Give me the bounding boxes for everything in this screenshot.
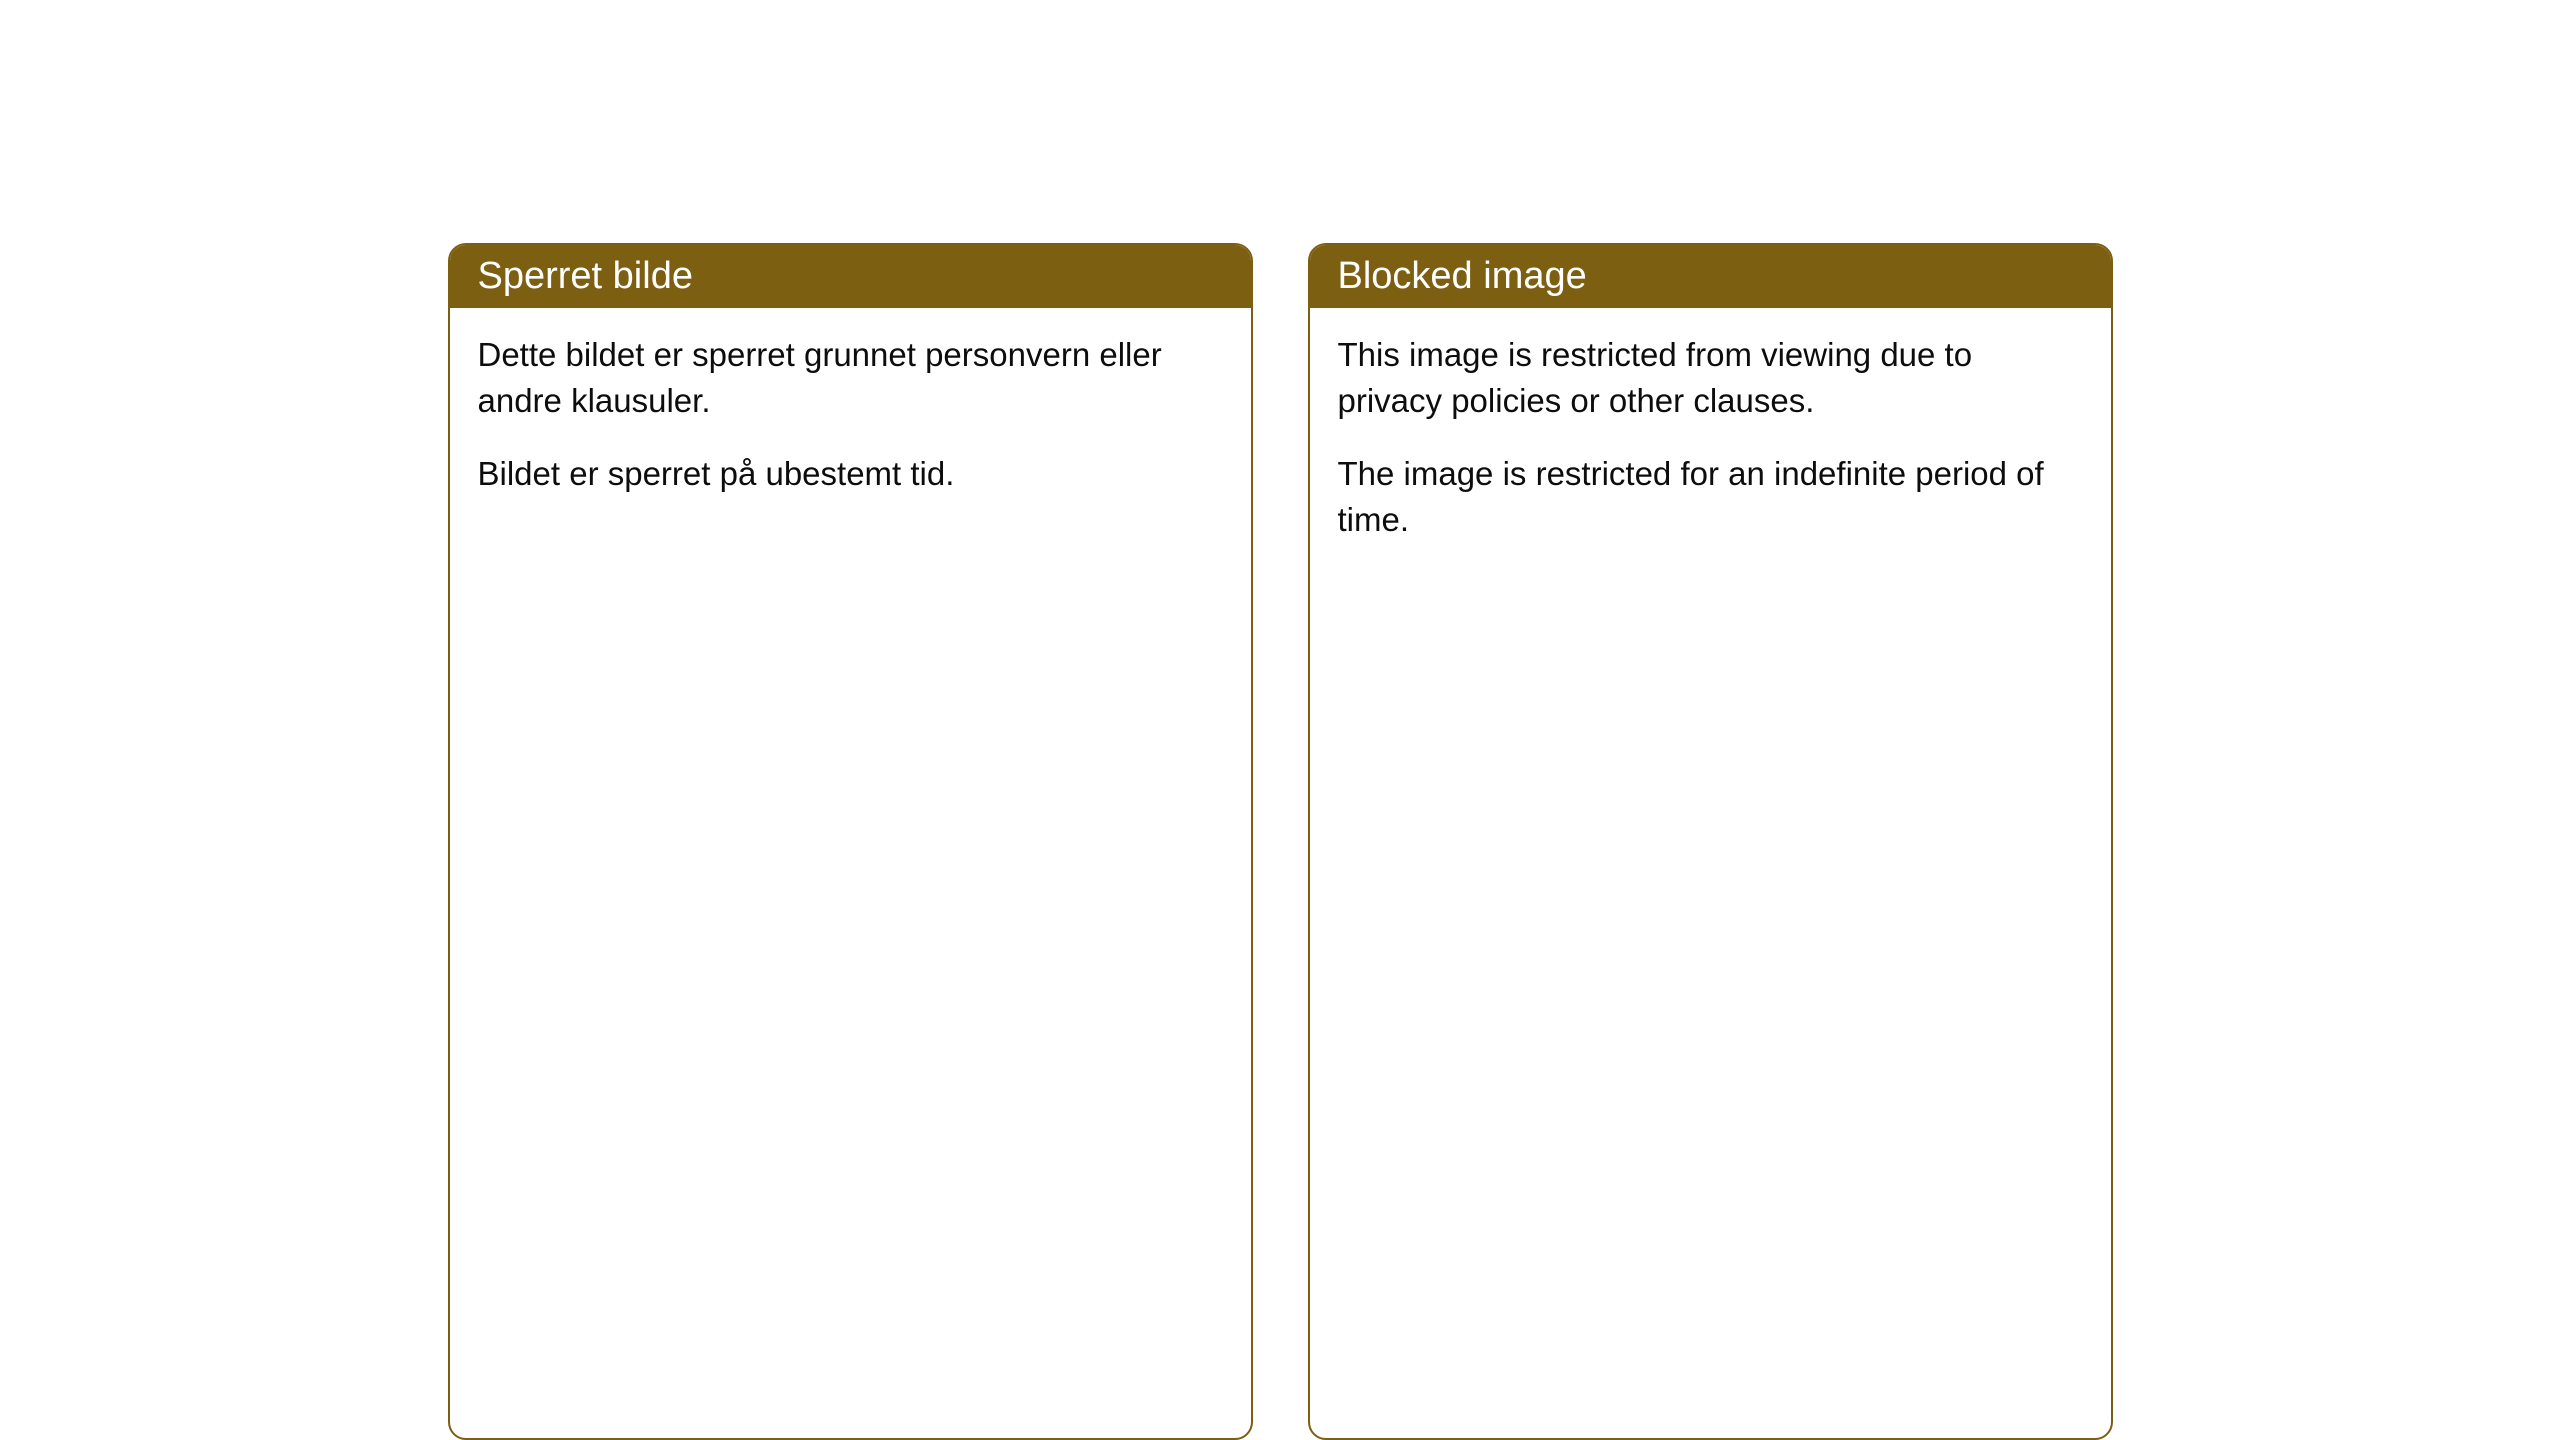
- notice-card-norwegian: Sperret bilde Dette bildet er sperret gr…: [448, 243, 1253, 1440]
- notice-title-english: Blocked image: [1310, 245, 2111, 308]
- notice-paragraph: Bildet er sperret på ubestemt tid.: [478, 451, 1223, 497]
- notice-container: Sperret bilde Dette bildet er sperret gr…: [448, 243, 2113, 1440]
- notice-paragraph: This image is restricted from viewing du…: [1338, 332, 2083, 423]
- notice-paragraph: Dette bildet er sperret grunnet personve…: [478, 332, 1223, 423]
- notice-title-norwegian: Sperret bilde: [450, 245, 1251, 308]
- notice-body-norwegian: Dette bildet er sperret grunnet personve…: [450, 308, 1251, 529]
- notice-paragraph: The image is restricted for an indefinit…: [1338, 451, 2083, 542]
- notice-body-english: This image is restricted from viewing du…: [1310, 308, 2111, 574]
- notice-card-english: Blocked image This image is restricted f…: [1308, 243, 2113, 1440]
